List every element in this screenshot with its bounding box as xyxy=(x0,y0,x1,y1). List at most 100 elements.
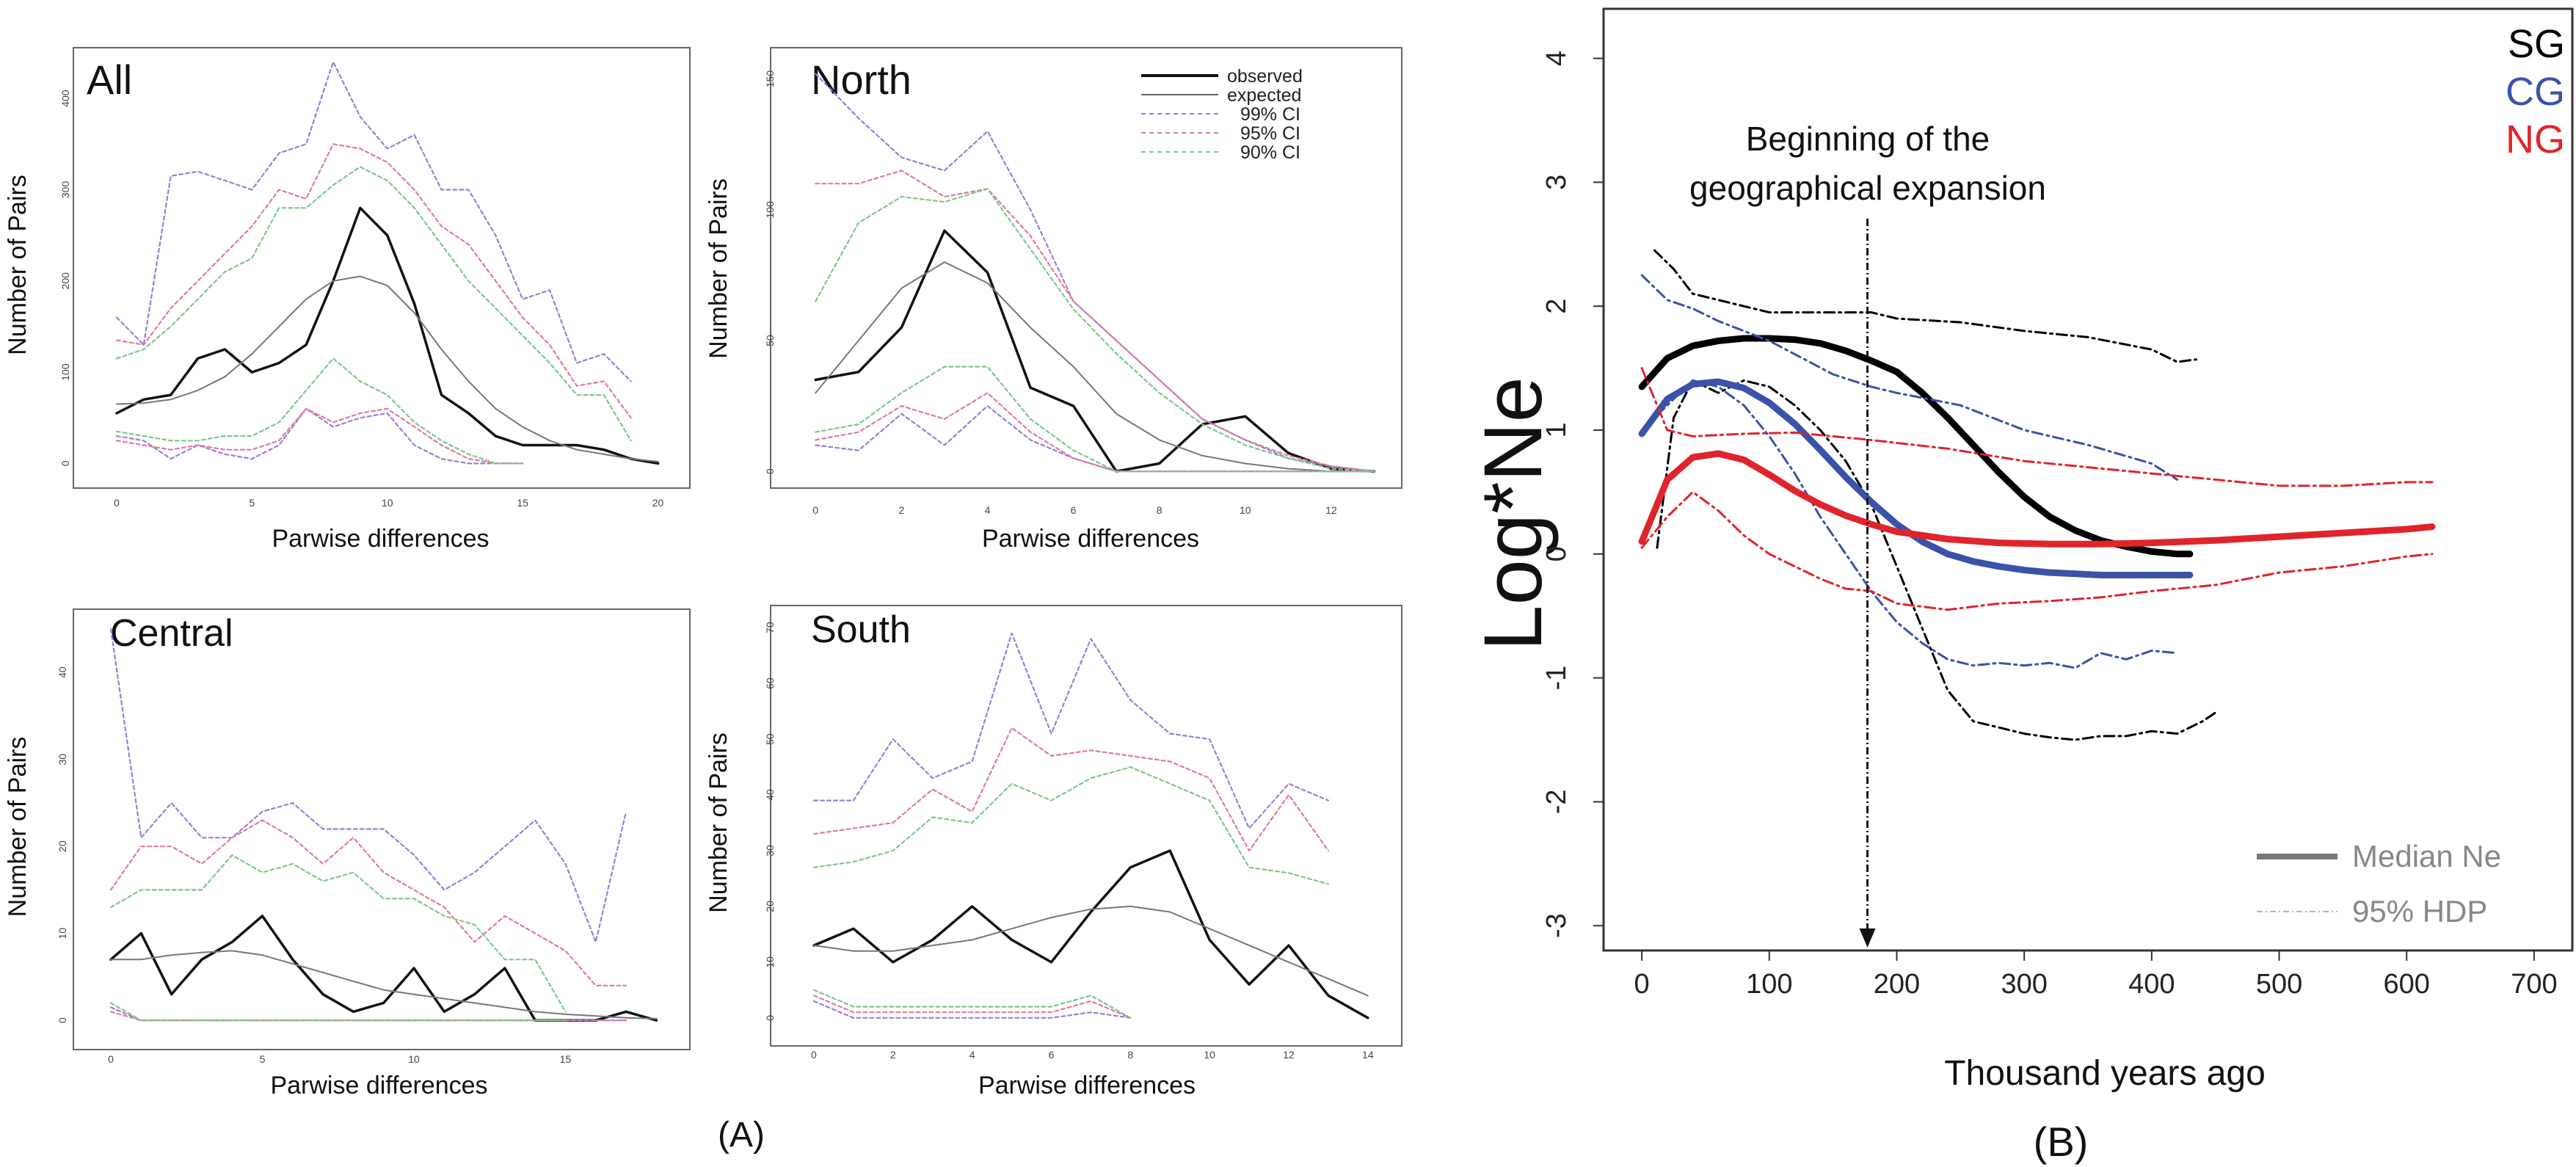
series-90-ci-upper xyxy=(815,188,1375,473)
y-tick-label: 300 xyxy=(59,181,71,199)
subplot-title-north: North xyxy=(811,57,912,103)
x-tick-label: 300 xyxy=(2001,969,2047,1000)
x-tick-label: 200 xyxy=(1874,969,1920,1000)
legend-label-observed: observed xyxy=(1227,66,1303,87)
subplot-frame xyxy=(770,605,1402,1047)
x-tick-label: 4 xyxy=(985,504,991,516)
series-ng-upper xyxy=(1640,367,2434,487)
x-tick-label: 12 xyxy=(1325,504,1337,516)
series-95-ci-lower xyxy=(109,1011,627,1022)
y-tick-label: 10 xyxy=(57,928,68,939)
y-tick-label: -3 xyxy=(1541,913,1572,938)
y-tick-label: 0 xyxy=(764,1015,776,1021)
x-tick-label: 0 xyxy=(811,1049,817,1061)
y-tick-label: -1 xyxy=(1541,666,1572,691)
y-axis-label: Number of Pairs xyxy=(705,732,732,913)
series-99-ci-lower xyxy=(115,407,524,465)
y-tick-label: 10 xyxy=(764,956,776,968)
series-95-ci-upper xyxy=(815,170,1375,473)
panel-b-ylabel: Log*Ne xyxy=(1467,377,1559,651)
x-tick-label: 5 xyxy=(249,497,255,509)
legend-lines: Median Ne 95% HDP xyxy=(2257,839,2501,928)
y-tick-label: 400 xyxy=(59,90,71,107)
y-tick-label: 40 xyxy=(57,666,68,678)
annotation-line-2: geographical expansion xyxy=(1689,169,2046,207)
subplot-frame xyxy=(73,47,691,489)
plot-4: 0 100 200 300 400 500 600 700 -3 -2 -1 0 1 2 3 4 xyxy=(1541,51,2558,1000)
x-tick-label: 10 xyxy=(408,1053,420,1065)
plot-1: 0 2 4 6 8 10 12 0 50 100 150 Parwise differences Num… xyxy=(705,70,1376,553)
legend-label-median: Median Ne xyxy=(2352,839,2501,873)
y-tick-label: 3 xyxy=(1541,175,1572,190)
y-tick-label: 200 xyxy=(59,272,71,290)
panel-label-a: (A) xyxy=(718,1116,765,1155)
legend-panel-a: observed expected 99% CI 95% CI 90% CI xyxy=(1141,66,1303,163)
x-tick-label: 20 xyxy=(652,497,664,509)
x-tick-label: 0 xyxy=(108,1053,114,1065)
y-tick-label: 70 xyxy=(764,622,776,633)
annotation-line-1: Beginning of the xyxy=(1746,120,1990,158)
x-tick-label: 14 xyxy=(1362,1049,1374,1061)
y-tick-label: 0 xyxy=(59,460,71,466)
x-tick-label: 4 xyxy=(969,1049,975,1061)
series-expected xyxy=(115,275,659,462)
y-tick-label: 2 xyxy=(1541,299,1572,314)
y-tick-label: 30 xyxy=(57,754,68,766)
legend-label-hdp: 95% HDP xyxy=(2352,894,2487,928)
series-sg-upper xyxy=(1653,249,2198,363)
y-tick-label: 50 xyxy=(764,733,776,745)
series-observed xyxy=(814,229,1376,473)
y-tick-label: 4 xyxy=(1541,51,1572,66)
subplot-south: South xyxy=(770,605,1402,1047)
series-90-ci-upper xyxy=(109,854,567,1013)
x-tick-label: 8 xyxy=(1127,1049,1133,1061)
legend-label-ci90: 90% CI xyxy=(1240,142,1300,163)
x-tick-label: 12 xyxy=(1283,1049,1295,1061)
y-tick-label: 1 xyxy=(1541,422,1572,437)
y-tick-label: 40 xyxy=(764,789,776,801)
series-observed xyxy=(115,206,660,465)
series-99-ci-upper xyxy=(109,628,627,943)
subplot-frame xyxy=(73,608,691,1050)
x-tick-label: 100 xyxy=(1746,969,1792,1000)
series-cg-lower xyxy=(1640,379,2179,669)
x-tick-label: 500 xyxy=(2256,969,2302,1000)
series-90-ci-upper xyxy=(115,166,632,442)
legend-label-expected: expected xyxy=(1227,85,1301,106)
series-95-ci-lower xyxy=(815,392,1375,473)
x-tick-label: 6 xyxy=(1071,504,1077,516)
x-tick-label: 5 xyxy=(260,1053,266,1065)
panel-b-frame xyxy=(1602,7,2574,952)
series-cg-upper xyxy=(1640,274,2179,481)
expansion-annotation: Beginning of the geographical expansion xyxy=(1689,120,2046,207)
panel-b-xlabel: Thousand years ago xyxy=(1944,1054,2266,1093)
series-95-ci-lower xyxy=(115,407,524,465)
legend-label-ci99: 99% CI xyxy=(1240,104,1300,125)
x-tick-label: 10 xyxy=(382,497,393,509)
y-tick-label: 0 xyxy=(764,468,776,474)
x-axis-label: Parwise differences xyxy=(272,525,489,553)
y-tick-label: 20 xyxy=(57,840,68,852)
x-tick-label: 0 xyxy=(114,497,120,509)
subplot-frame xyxy=(770,47,1402,489)
subplot-title-central: Central xyxy=(110,612,233,655)
y-axis-label: Number of Pairs xyxy=(705,178,732,359)
series-90-ci-lower xyxy=(815,366,1375,473)
x-tick-label: 6 xyxy=(1049,1049,1055,1061)
series-expected xyxy=(815,261,1375,473)
y-tick-label: 100 xyxy=(59,363,71,381)
series-95-ci-lower xyxy=(812,995,1132,1019)
y-tick-label: -2 xyxy=(1541,790,1572,815)
plot-2: 0 5 10 15 0 10 20 30 40 Parwise differences Number… xyxy=(4,628,658,1099)
series-99-ci-upper xyxy=(115,61,632,382)
x-axis-label: Parwise differences xyxy=(982,525,1199,553)
y-tick-label: 60 xyxy=(764,677,776,689)
legend-groups: SG CG NG xyxy=(2506,22,2565,161)
series-ng-median xyxy=(1638,450,2436,548)
series-90-ci-lower xyxy=(812,989,1132,1019)
y-tick-label: 30 xyxy=(764,845,776,857)
